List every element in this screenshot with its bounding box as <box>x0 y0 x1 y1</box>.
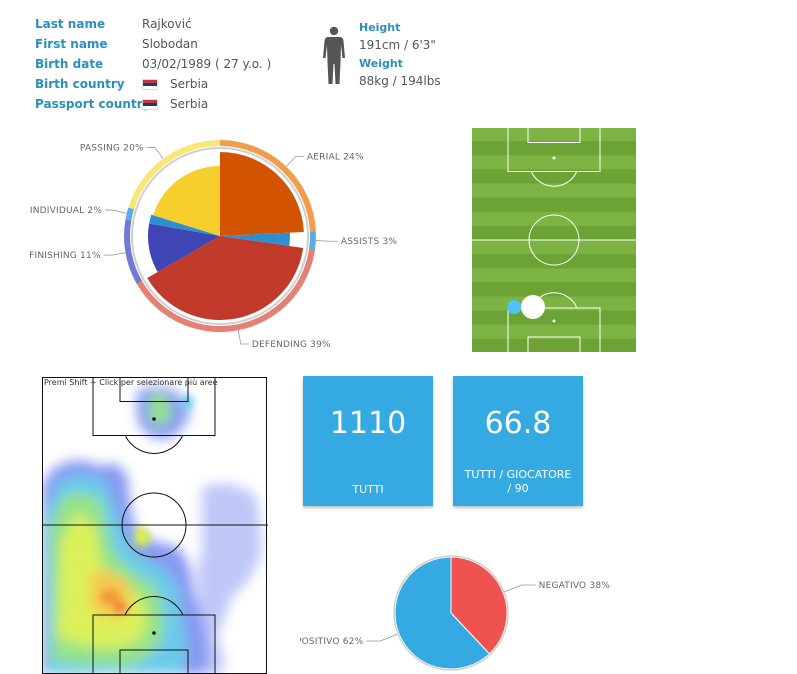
weight-label: Weight <box>359 57 403 70</box>
events-per-90-value: 66.8 <box>484 406 552 441</box>
pie-slice-finishing[interactable] <box>148 223 220 272</box>
pie-slice-passing[interactable] <box>153 166 220 236</box>
pie-slice-individual[interactable] <box>149 214 220 236</box>
outcome-label-positivo: POSITIVO 62% <box>300 637 364 647</box>
birth-date-label: Birth date <box>35 57 104 71</box>
outcome-leader-negativo <box>504 584 536 593</box>
pie-leader-finishing <box>103 252 126 256</box>
birth-date-value: 03/02/1989 ( 27 y.o. ) <box>142 57 272 71</box>
outcome-leader-positivo <box>366 633 398 642</box>
outcome-pie-chart[interactable]: NEGATIVO 38% POSITIVO 62% <box>300 545 630 674</box>
pie-label-finishing: FINISHING 11% <box>29 251 101 261</box>
pie-label-passing: PASSING 20% <box>80 143 144 153</box>
last-name-value: Rajković <box>142 17 192 31</box>
pie-label-aerial: AERIAL 24% <box>307 152 364 162</box>
heatmap-blobs <box>42 387 262 674</box>
pie-slice-defending[interactable] <box>147 236 304 320</box>
pie-leader-assists <box>315 240 338 242</box>
pie-label-assists: ASSISTS 3% <box>341 237 398 247</box>
pie-slice-aerial[interactable] <box>220 152 304 236</box>
heatmap-hint: Premi Shift + Click per selezionare più … <box>44 378 218 387</box>
events-per-90-card[interactable]: 66.8 TUTTI / GIOCATORE / 90 <box>453 376 583 506</box>
pie-leader-defending <box>237 330 249 345</box>
pie-leader-aerial <box>285 155 304 167</box>
pie-label-individual: INDIVIDUAL 2% <box>30 206 102 216</box>
pie-ring-aerial <box>220 140 316 232</box>
birth-country-label: Birth country <box>35 77 125 91</box>
heatmap-pitch[interactable] <box>42 377 268 674</box>
height-label: Height <box>359 21 401 34</box>
pie-ring-individual <box>125 207 135 221</box>
body-silhouette-icon <box>323 26 345 84</box>
outcome-label-negativo: NEGATIVO 38% <box>539 581 611 591</box>
position-marker-primary <box>521 295 545 319</box>
pie-leader-passing <box>146 147 164 159</box>
pie-ring-defending <box>136 248 316 333</box>
total-events-value: 1110 <box>329 406 407 441</box>
birth-country-text: Serbia <box>170 77 209 91</box>
serbia-flag-icon <box>142 79 158 90</box>
passport-country-label: Passport country <box>35 97 151 111</box>
pie-ring-finishing <box>124 219 143 284</box>
first-name-value: Slobodan <box>142 37 198 51</box>
events-per-90-caption: TUTTI / GIOCATORE / 90 <box>464 468 572 495</box>
weight-value: 88kg / 194lbs <box>359 74 441 88</box>
total-events-caption: TUTTI <box>352 483 384 496</box>
pie-slice-assists[interactable] <box>220 232 290 246</box>
outcome-slice-negativo[interactable] <box>450 556 508 655</box>
last-name-label: Last name <box>35 17 106 31</box>
passport-country-value: Serbia <box>142 97 208 111</box>
outcome-ring <box>393 555 509 671</box>
serbia-flag-icon <box>142 99 158 110</box>
passport-country-text: Serbia <box>170 97 209 111</box>
position-marker-secondary <box>507 300 521 314</box>
total-events-card[interactable]: 1110 TUTTI <box>303 376 433 506</box>
action-type-pie-chart[interactable]: AERIAL 24% ASSISTS 3% DEFENDING 39% FINISHI… <box>0 120 460 360</box>
outcome-slice-positivo[interactable] <box>394 556 491 670</box>
pie-leader-individual <box>105 209 127 214</box>
pie-ring-passing <box>128 140 220 210</box>
position-pitch <box>471 127 637 353</box>
pie-inner-ring <box>131 147 309 325</box>
height-value: 191cm / 6'3" <box>359 38 436 52</box>
birth-country-value: Serbia <box>142 77 208 91</box>
first-name-label: First name <box>35 37 108 51</box>
pie-label-defending: DEFENDING 39% <box>252 340 331 350</box>
pie-ring-assists <box>309 231 316 250</box>
